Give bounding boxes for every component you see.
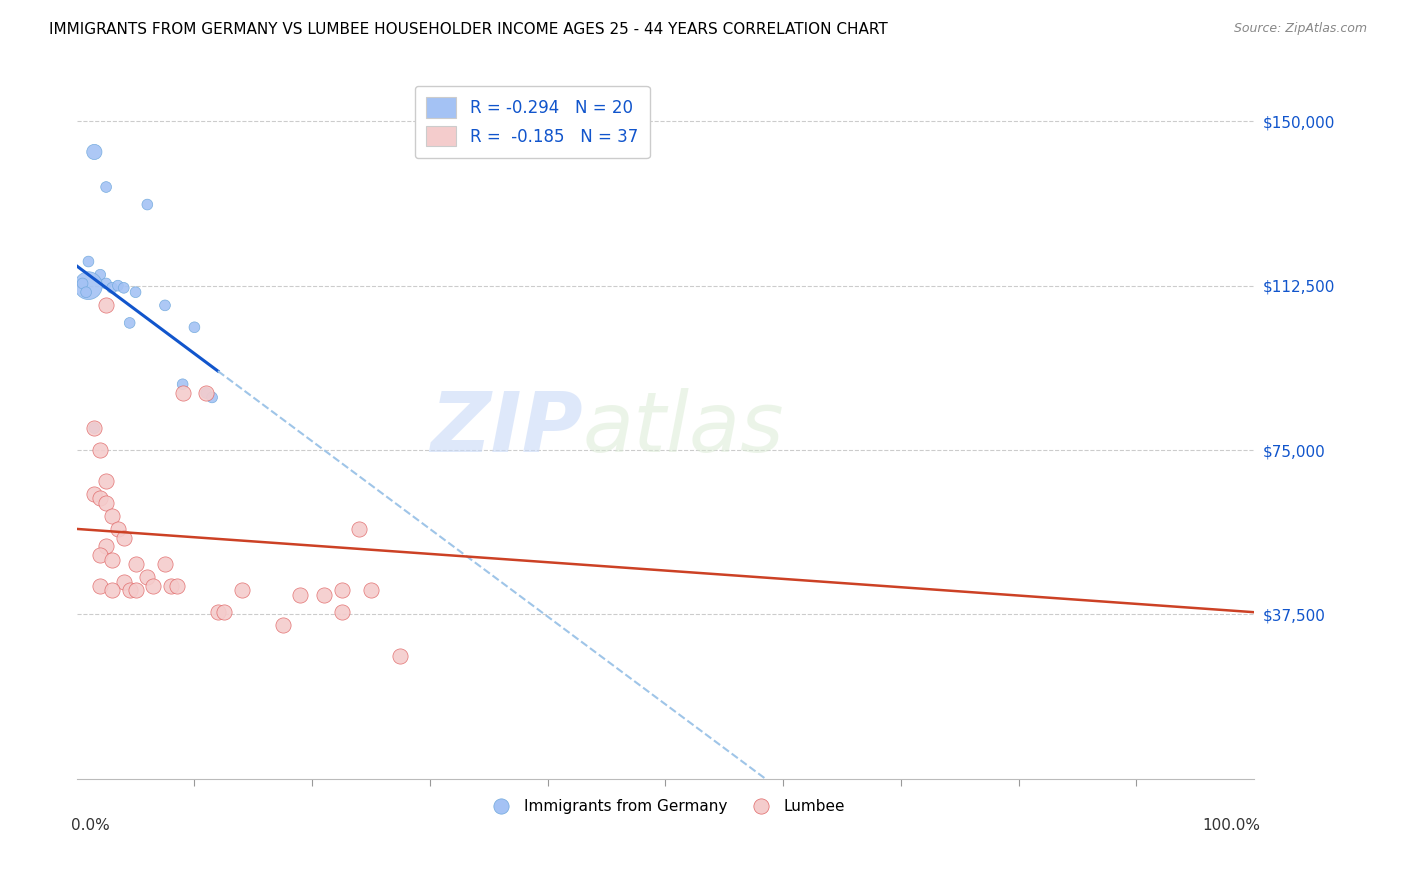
Point [89,548,111,562]
Point [142,579,165,593]
Point [195,386,218,401]
Point [201,391,224,405]
Point [172,377,194,392]
Point [136,570,159,584]
Point [94,540,117,554]
Point [77,254,100,268]
Point [360,583,382,598]
Point [118,583,141,598]
Point [330,583,353,598]
Point [101,281,124,295]
Text: Source: ZipAtlas.com: Source: ZipAtlas.com [1233,22,1367,36]
Point [101,552,124,566]
Point [231,583,253,598]
Point [136,197,159,211]
Point [207,605,229,619]
Point [83,145,105,159]
Point [183,320,205,334]
Point [89,443,111,458]
Point [89,268,111,282]
Point [72,277,94,291]
Point [101,583,124,598]
Point [112,574,135,589]
Point [124,557,146,571]
Text: ZIP: ZIP [430,388,583,468]
Point [389,648,412,663]
Point [83,421,105,435]
Point [153,557,176,571]
Point [153,298,176,312]
Point [172,386,194,401]
Point [83,487,105,501]
Point [107,278,129,293]
Point [160,579,183,593]
Point [212,605,235,619]
Point [271,618,294,632]
Point [83,421,105,435]
Point [112,281,135,295]
Point [166,579,188,593]
Point [124,285,146,300]
Text: IMMIGRANTS FROM GERMANY VS LUMBEE HOUSEHOLDER INCOME AGES 25 - 44 YEARS CORRELAT: IMMIGRANTS FROM GERMANY VS LUMBEE HOUSEH… [49,22,889,37]
Point [77,278,100,293]
Text: atlas: atlas [583,388,785,468]
Point [101,508,124,523]
Legend: Immigrants from Germany, Lumbee: Immigrants from Germany, Lumbee [479,793,851,821]
Point [94,277,117,291]
Point [118,316,141,330]
Point [290,588,312,602]
Point [94,474,117,488]
Text: 0.0%: 0.0% [70,818,110,833]
Point [94,495,117,509]
Point [94,180,117,194]
Point [75,285,97,300]
Point [89,491,111,506]
Point [94,298,117,312]
Point [124,583,146,598]
Point [312,588,335,602]
Point [107,522,129,536]
Point [112,531,135,545]
Point [349,522,371,536]
Point [195,386,218,401]
Point [89,579,111,593]
Point [330,605,353,619]
Text: 100.0%: 100.0% [1202,818,1260,833]
